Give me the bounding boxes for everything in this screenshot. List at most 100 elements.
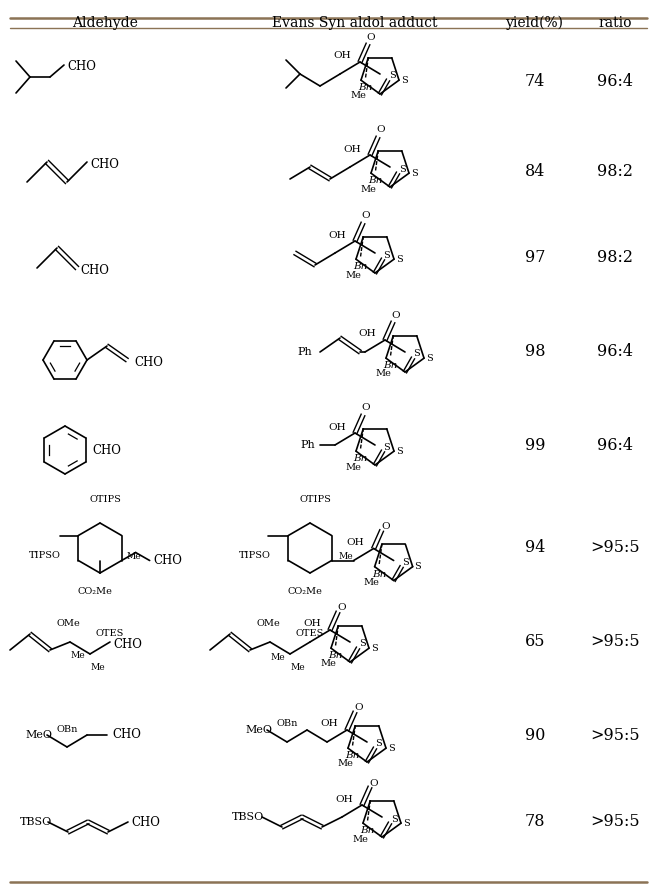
Text: Bn: Bn [358,84,373,93]
Text: Me: Me [271,652,285,661]
Text: CHO: CHO [93,443,122,457]
Text: >95:5: >95:5 [590,634,640,651]
Text: S: S [402,558,409,567]
Text: 98:2: 98:2 [597,164,633,181]
Text: 96:4: 96:4 [597,436,633,454]
Text: CHO: CHO [81,263,110,277]
Text: S: S [396,255,402,263]
Text: O: O [362,403,371,412]
Text: OH: OH [328,423,346,432]
Text: S: S [388,744,394,753]
Text: OH: OH [320,719,338,729]
Text: CHO: CHO [153,554,182,567]
Text: Bn: Bn [328,651,342,660]
Text: Me: Me [360,184,376,193]
Text: 98: 98 [525,344,545,360]
Text: Bn: Bn [353,263,367,271]
Text: OH: OH [358,329,376,338]
Text: S: S [426,353,432,363]
Text: S: S [415,562,421,571]
Text: Me: Me [345,271,361,279]
Text: 78: 78 [525,813,545,830]
Text: MeO: MeO [25,730,52,740]
Text: 96:4: 96:4 [597,74,633,91]
Text: Me: Me [290,664,306,673]
Text: O: O [376,125,385,134]
Text: TIPSO: TIPSO [29,552,61,561]
Text: 98:2: 98:2 [597,249,633,266]
Text: OBn: OBn [277,719,298,729]
Text: Me: Me [91,664,105,673]
Text: 96:4: 96:4 [597,344,633,360]
Text: O: O [338,603,346,612]
Text: Me: Me [364,578,380,587]
Text: TBSO: TBSO [20,817,53,827]
Text: Me: Me [350,92,366,101]
Text: Bn: Bn [383,361,397,370]
Text: CHO: CHO [114,637,143,651]
Text: S: S [359,640,365,649]
Text: OTES: OTES [296,629,324,638]
Text: OMe: OMe [56,619,80,628]
Text: O: O [370,779,378,788]
Text: 90: 90 [525,726,545,743]
Text: Me: Me [126,552,141,561]
Text: yield(%): yield(%) [506,16,564,30]
Text: 74: 74 [525,74,545,91]
Text: OTES: OTES [96,629,124,638]
Text: O: O [392,311,400,320]
Text: 97: 97 [525,249,545,266]
Text: Evans Syn aldol adduct: Evans Syn aldol adduct [272,16,438,30]
Text: O: O [367,33,375,42]
Text: MeO: MeO [245,725,272,735]
Text: OH: OH [335,795,353,804]
Text: Bn: Bn [372,570,386,578]
Text: O: O [362,212,371,221]
Text: Bn: Bn [360,826,374,836]
Text: 99: 99 [525,436,545,454]
Text: S: S [401,76,407,85]
Text: ratio: ratio [599,16,632,30]
Text: O: O [381,522,390,531]
Text: CHO: CHO [91,158,120,171]
Text: OH: OH [303,619,321,628]
Text: >95:5: >95:5 [590,813,640,830]
Text: CHO: CHO [68,61,97,74]
Text: Me: Me [337,759,353,768]
Text: Me: Me [352,835,368,844]
Text: S: S [391,814,397,823]
Text: OH: OH [343,144,361,153]
Text: S: S [389,71,396,80]
Text: OTIPS: OTIPS [299,495,331,504]
Text: S: S [384,442,390,451]
Text: CHO: CHO [131,815,160,829]
Text: TIPSO: TIPSO [239,552,271,561]
Text: S: S [403,819,409,828]
Text: Me: Me [375,369,391,378]
Text: >95:5: >95:5 [590,726,640,743]
Text: S: S [411,169,417,178]
Text: S: S [384,250,390,260]
Text: O: O [355,703,363,713]
Text: 84: 84 [525,164,545,181]
Text: S: S [371,643,377,652]
Text: OH: OH [347,538,365,547]
Text: Me: Me [345,463,361,472]
Text: TBSO: TBSO [232,812,264,822]
Text: Ph: Ph [298,347,312,357]
Text: OTIPS: OTIPS [89,495,121,504]
Text: CHO: CHO [112,729,141,741]
Text: OBn: OBn [57,724,78,733]
Text: Bn: Bn [353,454,367,464]
Text: OH: OH [328,231,346,239]
Text: S: S [376,740,382,748]
Text: Me: Me [71,651,85,660]
Text: >95:5: >95:5 [590,539,640,556]
Text: CO₂Me: CO₂Me [78,587,112,595]
Text: Bn: Bn [345,751,359,760]
Text: 65: 65 [525,634,545,651]
Text: Ph: Ph [301,440,315,450]
Text: CO₂Me: CO₂Me [288,587,323,595]
Text: Aldehyde: Aldehyde [72,16,138,30]
Text: Me: Me [320,659,336,668]
